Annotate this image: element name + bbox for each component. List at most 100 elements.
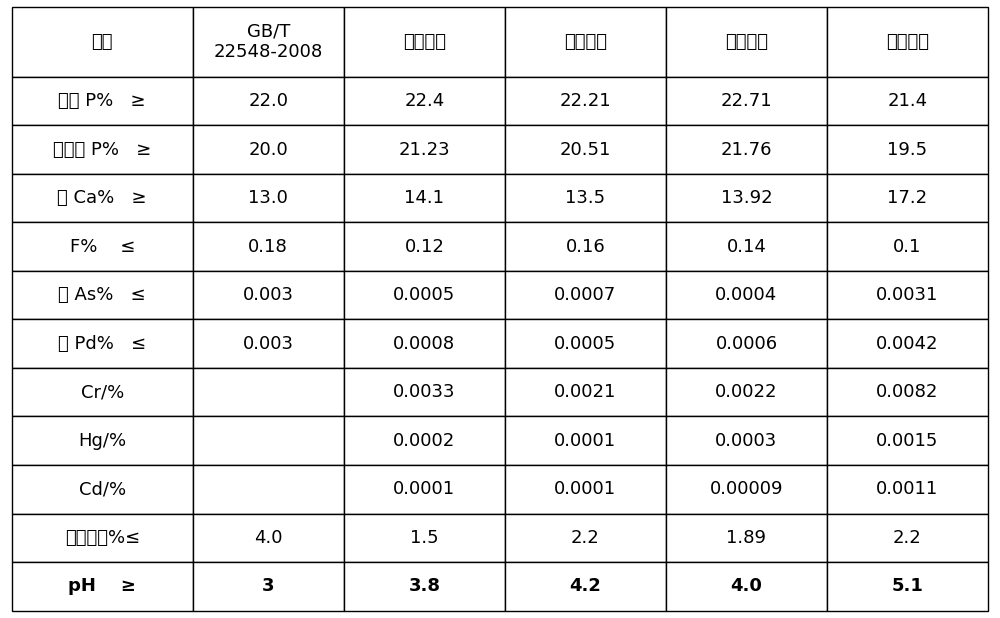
Text: 0.0011: 0.0011 <box>876 480 939 498</box>
Text: 铅 Pd%   ≤: 铅 Pd% ≤ <box>58 335 146 353</box>
Bar <box>193 77 344 125</box>
Text: 0.0003: 0.0003 <box>715 432 778 450</box>
Bar <box>344 562 505 611</box>
Bar <box>505 368 666 417</box>
Text: 实施例二: 实施例二 <box>564 33 607 51</box>
Text: 0.0005: 0.0005 <box>554 335 617 353</box>
Text: 0.0022: 0.0022 <box>715 383 778 401</box>
Bar <box>193 514 344 562</box>
Bar <box>193 125 344 174</box>
Bar <box>827 125 988 174</box>
Bar <box>505 125 666 174</box>
Text: 0.0031: 0.0031 <box>876 286 939 304</box>
Text: GB/T
22548-2008: GB/T 22548-2008 <box>214 23 323 62</box>
Text: 1.5: 1.5 <box>410 529 439 547</box>
Bar <box>666 271 827 320</box>
Text: pH    ≥: pH ≥ <box>68 577 136 595</box>
Text: 13.0: 13.0 <box>248 189 288 207</box>
Bar <box>827 174 988 222</box>
Text: 4.2: 4.2 <box>569 577 601 595</box>
Bar <box>827 417 988 465</box>
Text: 实施例三: 实施例三 <box>725 33 768 51</box>
Text: 0.16: 0.16 <box>566 238 605 256</box>
Bar <box>344 368 505 417</box>
Bar <box>12 562 193 611</box>
Bar <box>344 465 505 514</box>
Bar <box>12 174 193 222</box>
Bar <box>344 125 505 174</box>
Bar <box>666 514 827 562</box>
Bar <box>193 417 344 465</box>
Text: 0.00009: 0.00009 <box>710 480 783 498</box>
Bar <box>505 562 666 611</box>
Bar <box>12 465 193 514</box>
Bar <box>505 77 666 125</box>
Text: 13.5: 13.5 <box>565 189 605 207</box>
Text: 0.1: 0.1 <box>893 238 922 256</box>
Text: 19.5: 19.5 <box>887 140 928 159</box>
Text: 0.14: 0.14 <box>727 238 766 256</box>
Bar <box>344 77 505 125</box>
Bar <box>666 562 827 611</box>
Bar <box>827 222 988 271</box>
Bar <box>12 222 193 271</box>
Bar <box>666 222 827 271</box>
Text: 0.0007: 0.0007 <box>554 286 617 304</box>
Bar <box>505 417 666 465</box>
Text: 0.0042: 0.0042 <box>876 335 939 353</box>
Text: 0.003: 0.003 <box>243 286 294 304</box>
Bar <box>827 514 988 562</box>
Bar <box>505 174 666 222</box>
Text: 实施例一: 实施例一 <box>403 33 446 51</box>
Bar <box>344 320 505 368</box>
Text: Hg/%: Hg/% <box>78 432 126 450</box>
Bar <box>344 174 505 222</box>
Text: 0.0008: 0.0008 <box>393 335 455 353</box>
Text: 2.2: 2.2 <box>571 529 600 547</box>
Text: 游离水分%≤: 游离水分%≤ <box>65 529 140 547</box>
Bar <box>193 222 344 271</box>
Bar <box>666 174 827 222</box>
Text: 0.0021: 0.0021 <box>554 383 617 401</box>
Bar <box>12 417 193 465</box>
Text: 0.0004: 0.0004 <box>715 286 778 304</box>
Text: 22.21: 22.21 <box>560 92 611 110</box>
Text: 21.76: 21.76 <box>721 140 772 159</box>
Bar <box>193 320 344 368</box>
Bar <box>344 271 505 320</box>
Bar <box>344 514 505 562</box>
Text: 1.89: 1.89 <box>726 529 766 547</box>
Text: 22.71: 22.71 <box>721 92 772 110</box>
Text: 21.4: 21.4 <box>887 92 928 110</box>
Bar <box>505 514 666 562</box>
Bar <box>666 320 827 368</box>
Text: 22.4: 22.4 <box>404 92 444 110</box>
Bar <box>505 222 666 271</box>
Text: 20.51: 20.51 <box>560 140 611 159</box>
Text: 0.0006: 0.0006 <box>715 335 778 353</box>
Bar <box>193 174 344 222</box>
Text: 0.0001: 0.0001 <box>554 480 616 498</box>
Text: 0.18: 0.18 <box>248 238 288 256</box>
Bar <box>193 368 344 417</box>
Bar <box>666 417 827 465</box>
Text: Cd/%: Cd/% <box>79 480 126 498</box>
Bar <box>12 7 193 77</box>
Text: 0.0005: 0.0005 <box>393 286 455 304</box>
Bar <box>827 368 988 417</box>
Text: 砷 As%   ≤: 砷 As% ≤ <box>58 286 146 304</box>
Text: 17.2: 17.2 <box>887 189 928 207</box>
Bar <box>12 271 193 320</box>
Text: 22.0: 22.0 <box>248 92 288 110</box>
Bar <box>666 7 827 77</box>
Text: 21.23: 21.23 <box>399 140 450 159</box>
Bar <box>666 125 827 174</box>
Text: 14.1: 14.1 <box>404 189 444 207</box>
Bar <box>827 465 988 514</box>
Bar <box>12 125 193 174</box>
Bar <box>666 368 827 417</box>
Text: 水溶性 P%   ≥: 水溶性 P% ≥ <box>53 140 151 159</box>
Text: 0.0033: 0.0033 <box>393 383 456 401</box>
Bar <box>344 417 505 465</box>
Text: 13.92: 13.92 <box>721 189 772 207</box>
